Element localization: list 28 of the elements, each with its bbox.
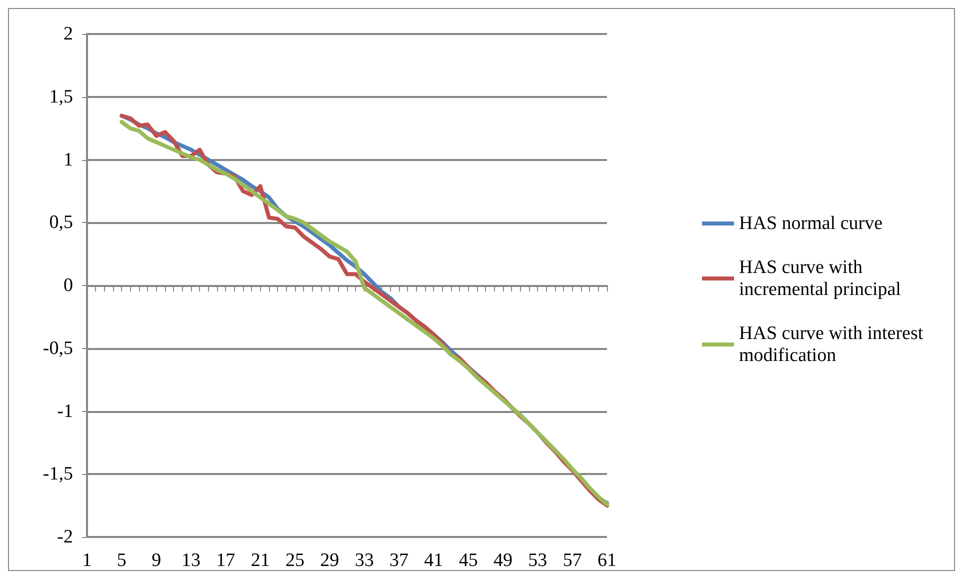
x-tick-label: 13 [182,550,200,571]
y-tick-label: 1,5 [49,86,73,108]
x-tick-label: 1 [82,550,92,571]
y-tick-label: -1,5 [42,464,73,485]
y-tick-label: 0,5 [49,212,73,234]
legend-label: HAS curve with incremental principal [739,257,901,300]
x-tick-label: 33 [354,550,374,571]
y-tick-label: 1 [64,149,73,170]
x-tick-label: 49 [494,550,512,571]
x-tick-label: 37 [390,550,408,571]
y-tick-label: -1 [57,400,73,422]
x-tick-label: 41 [424,550,444,571]
y-tick-label: -0,5 [42,338,73,359]
y-tick-label: -2 [57,526,73,548]
legend-label: HAS curve with interest modification [739,323,928,366]
x-tick-label: 5 [116,550,126,571]
legend-label: HAS normal curve [739,213,883,234]
x-tick-label: 29 [320,550,340,571]
x-tick-label: 21 [250,550,270,571]
x-tick-label: 17 [216,550,236,571]
x-tick-label: 61 [598,550,616,571]
x-tick-label: 9 [152,550,162,571]
x-tick-label: 57 [562,550,582,571]
y-tick-label: 2 [64,24,73,44]
x-tick-label: 45 [458,550,478,571]
x-tick-label: 53 [528,550,548,571]
y-tick-label: 0 [64,275,73,296]
x-tick-label: 25 [286,550,304,571]
